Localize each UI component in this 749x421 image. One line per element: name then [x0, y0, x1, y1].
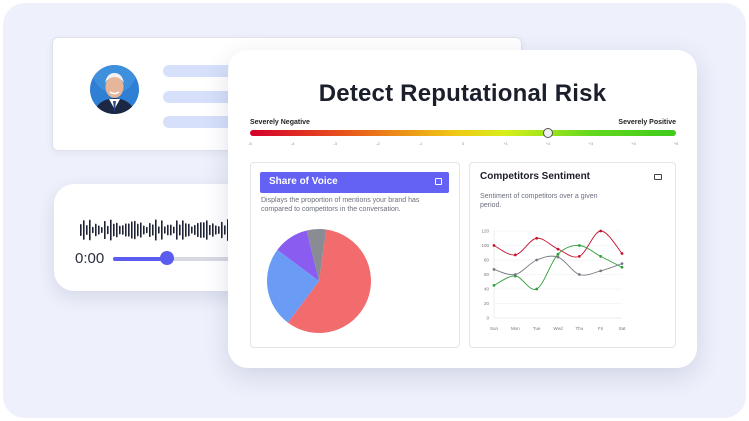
share-of-voice-title: Share of Voice	[269, 176, 338, 187]
x-tick-label: Sat	[619, 326, 627, 331]
series-point	[513, 273, 517, 276]
competitors-sentiment-panel: Competitors Sentiment Sentiment of compe…	[469, 162, 676, 348]
series-point	[492, 268, 496, 271]
audio-time: 0:00	[75, 250, 105, 267]
series-point	[577, 254, 581, 258]
y-tick-label: 60	[484, 272, 490, 277]
x-tick-label: Tue	[533, 326, 541, 331]
series-point	[620, 265, 624, 269]
series-point	[513, 253, 517, 257]
scale-tick-label: -4	[290, 141, 295, 146]
avatar	[90, 65, 139, 114]
series-point	[556, 252, 560, 256]
series-point	[577, 244, 581, 247]
y-tick-label: 20	[484, 301, 490, 306]
audio-progress-fill	[113, 257, 165, 261]
scale-tick-label: -5	[248, 141, 252, 146]
series-point	[620, 262, 624, 266]
series-point	[535, 236, 539, 240]
sentiment-scale-bar	[250, 130, 676, 136]
pie-slice	[266, 249, 319, 323]
share-of-voice-pie-chart	[266, 229, 372, 334]
series-point	[577, 273, 581, 276]
x-tick-label: Mon	[511, 326, 520, 331]
share-of-voice-description: Displays the proportion of mentions your…	[261, 197, 420, 213]
share-of-voice-header: Share of Voice	[260, 172, 449, 193]
scale-tick-label: +5	[673, 141, 679, 146]
scale-right-label: Severely Positive	[618, 119, 676, 126]
pie-slice	[287, 229, 372, 334]
scale-tick-label: +1	[503, 141, 508, 146]
scale-tick-label: -3	[333, 141, 337, 146]
series-point	[599, 269, 603, 273]
audio-progress-track[interactable]	[113, 257, 243, 261]
share-of-voice-panel: Share of Voice Displays the proportion o…	[250, 162, 460, 348]
scale-tick-label: 0	[461, 141, 465, 146]
scale-left-label: Severely Negative	[250, 119, 310, 126]
series-point	[599, 254, 603, 258]
reputational-risk-card: Detect Reputational Risk Severely Negati…	[228, 50, 697, 368]
scale-ticks: -5 -4 -3 -2 -1 0 +1 +2 +3 +4 +5	[248, 141, 679, 149]
series-point	[620, 252, 624, 255]
competitors-sentiment-description: Sentiment of competitors over a given pe…	[480, 193, 598, 209]
series-point	[535, 258, 539, 262]
y-tick-label: 40	[484, 287, 490, 292]
x-tick-label: Fri	[598, 326, 603, 331]
scale-tick-label: +4	[631, 141, 636, 146]
y-tick-label: 120	[481, 229, 489, 234]
audio-player: 0:00	[54, 184, 254, 291]
waveform-icon	[80, 219, 229, 241]
x-tick-label: Wed	[553, 326, 563, 331]
series-point	[556, 247, 560, 251]
scale-tick-label: -1	[418, 141, 423, 146]
series-line	[493, 245, 623, 290]
competitors-sentiment-title: Competitors Sentiment	[480, 171, 591, 182]
scale-tick-label: +2	[545, 141, 551, 146]
x-tick-label: Thu	[575, 326, 583, 331]
screen-icon[interactable]	[654, 174, 662, 180]
series-point	[492, 244, 496, 247]
pie-slice	[306, 229, 327, 281]
series-point	[599, 229, 603, 233]
y-tick-label: 80	[484, 258, 490, 263]
scale-tick-label: -2	[376, 141, 380, 146]
pie-slice	[277, 230, 319, 281]
page-title: Detect Reputational Risk	[318, 80, 607, 107]
series-point	[535, 287, 539, 291]
sentiment-scale-knob[interactable]	[543, 128, 554, 138]
y-tick-label: 100	[481, 243, 489, 248]
audio-progress-thumb[interactable]	[160, 251, 174, 265]
series-point	[492, 283, 496, 287]
scale-tick-label: +3	[588, 141, 594, 146]
x-tick-label: Sun	[490, 326, 499, 331]
series-point	[556, 255, 560, 259]
y-tick-label: 0	[486, 316, 489, 321]
series-line	[493, 255, 623, 276]
expand-icon[interactable]	[435, 178, 442, 185]
